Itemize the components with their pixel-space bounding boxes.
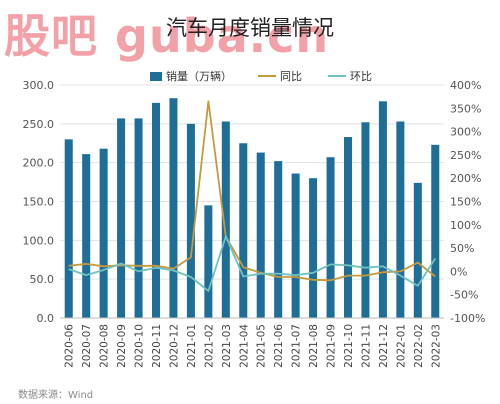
legend-label-mom: 环比 — [350, 70, 372, 83]
y-right-tick-label: 100% — [450, 219, 481, 232]
bar-sales — [326, 157, 335, 318]
x-tick-label: 2020-10 — [134, 324, 146, 368]
x-tick-label: 2021-02 — [203, 324, 215, 368]
y-right-tick-label: -100% — [450, 312, 485, 325]
y-right-tick-label: 50% — [450, 242, 474, 255]
x-tick-label: 2021-07 — [291, 324, 303, 368]
legend-swatch-mom — [328, 75, 346, 77]
x-tick-label: 2020-08 — [99, 324, 111, 368]
legend-swatch-yoy — [258, 75, 276, 77]
legend-item-sales: 销量（万辆） — [150, 68, 232, 84]
y-right-tick-label: 300% — [450, 126, 481, 139]
y-left-tick-label: 150.0 — [23, 196, 55, 209]
x-tick-label: 2021-01 — [186, 324, 198, 368]
y-left-tick-label: 250.0 — [23, 118, 55, 131]
x-tick-label: 2020-09 — [116, 324, 128, 368]
bar-sales — [361, 122, 370, 318]
y-right-tick-label: 200% — [450, 172, 481, 185]
bar-sales — [291, 173, 300, 318]
bar-sales — [256, 152, 265, 318]
legend-item-yoy: 同比 — [258, 68, 302, 84]
y-right-tick-label: 150% — [450, 196, 481, 209]
x-tick-label: 2021-12 — [378, 324, 390, 368]
x-tick-label: 2022-02 — [413, 324, 425, 368]
y-right-tick-label: 250% — [450, 149, 481, 162]
bar-sales — [204, 205, 213, 318]
bar-sales — [343, 137, 353, 318]
legend-label-yoy: 同比 — [280, 70, 302, 83]
bar-sales — [309, 178, 318, 318]
y-left-tick-label: 0.0 — [37, 312, 55, 325]
chart-legend: 销量（万辆） 同比 环比 — [150, 68, 372, 84]
bar-sales — [134, 118, 143, 318]
y-left-tick-label: 100.0 — [23, 234, 55, 247]
y-right-tick-label: 400% — [450, 79, 481, 92]
x-tick-label: 2020-06 — [64, 324, 76, 368]
x-tick-label: 2021-05 — [256, 324, 268, 368]
bar-sales — [64, 139, 73, 318]
x-tick-label: 2021-10 — [343, 324, 355, 368]
x-tick-label: 2021-09 — [326, 324, 338, 368]
legend-label-sales: 销量（万辆） — [166, 70, 232, 83]
line-yoy — [68, 100, 436, 282]
x-tick-label: 2021-11 — [360, 324, 372, 368]
bar-sales — [396, 121, 405, 319]
bar-sales — [99, 148, 108, 318]
bar-sales — [186, 123, 195, 318]
x-tick-label: 2020-12 — [168, 324, 180, 368]
bar-sales — [82, 154, 91, 318]
line-mom — [68, 235, 437, 292]
y-right-tick-label: 350% — [450, 102, 481, 115]
y-left-tick-label: 300.0 — [23, 79, 55, 92]
bar-sales — [151, 102, 161, 318]
legend-swatch-sales — [150, 71, 162, 81]
bar-sales — [221, 121, 230, 319]
x-tick-label: 2021-06 — [273, 324, 285, 368]
x-tick-label: 2021-04 — [238, 324, 250, 368]
chart-title: 汽车月度销量情况 — [166, 16, 334, 40]
x-tick-label: 2022-01 — [395, 324, 407, 368]
bar-sales — [378, 101, 387, 318]
y-right-tick-label: 0% — [450, 265, 467, 278]
x-tick-label: 2022-03 — [430, 324, 442, 368]
x-tick-label: 2021-03 — [221, 324, 233, 368]
y-left-tick-label: 50.0 — [30, 273, 55, 286]
x-tick-label: 2020-11 — [151, 324, 163, 368]
legend-item-mom: 环比 — [328, 68, 372, 84]
x-tick-label: 2021-08 — [308, 324, 320, 368]
bar-sales — [431, 144, 440, 318]
y-left-tick-label: 200.0 — [23, 157, 55, 170]
bar-sales — [239, 143, 248, 318]
bar-sales — [274, 161, 283, 318]
watermark-logo: 股吧 guba.cn — [4, 9, 330, 63]
x-tick-label: 2020-07 — [81, 324, 93, 368]
bar-sales — [117, 118, 126, 318]
bar-sales — [169, 98, 178, 318]
bar-sales — [413, 182, 422, 318]
y-right-tick-label: -50% — [450, 289, 478, 302]
data-source-note: 数据来源：Wind — [18, 390, 94, 401]
